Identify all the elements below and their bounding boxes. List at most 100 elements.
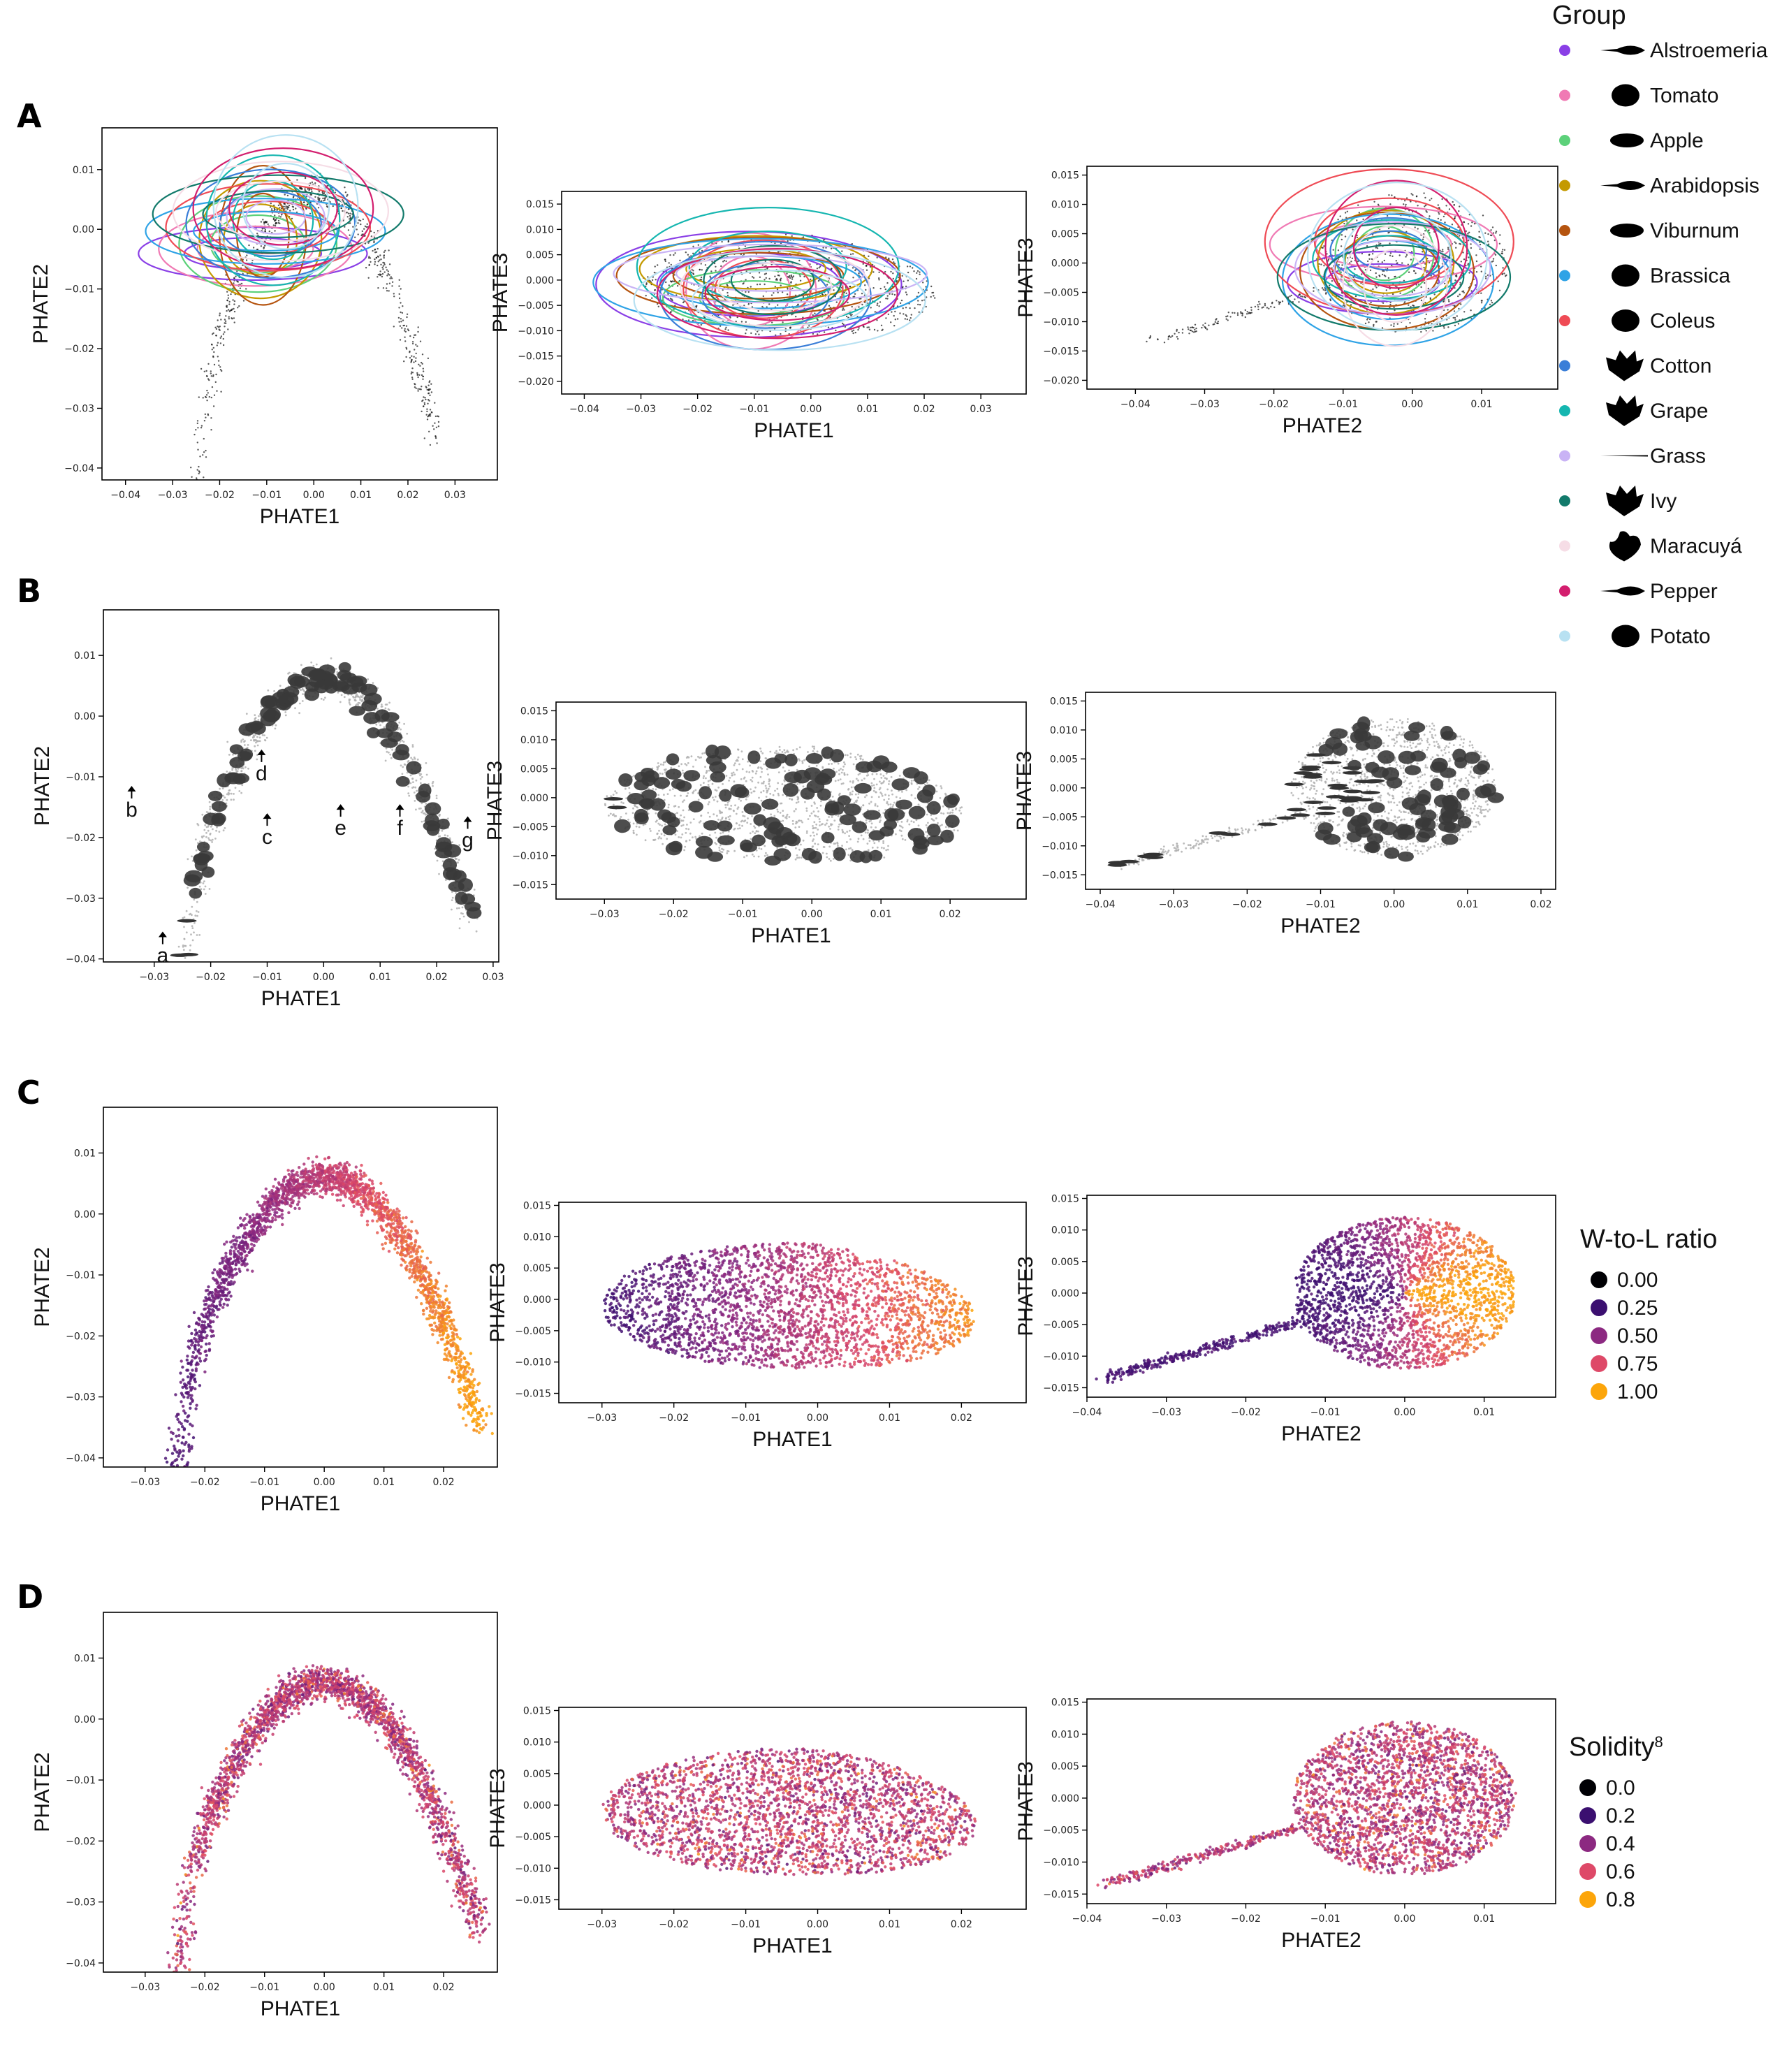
point <box>203 437 205 440</box>
point <box>745 321 747 323</box>
point <box>387 270 389 272</box>
point <box>877 302 879 305</box>
x-tick-label: −0.03 <box>139 972 169 983</box>
point <box>415 357 417 359</box>
point <box>393 293 395 295</box>
y-tick-label: −0.020 <box>518 377 554 388</box>
point <box>713 813 715 816</box>
point <box>197 824 200 826</box>
point <box>301 687 304 690</box>
point <box>879 773 882 775</box>
point <box>817 279 820 282</box>
point <box>1188 333 1190 335</box>
point <box>781 783 784 785</box>
point <box>645 295 647 297</box>
point <box>791 287 794 289</box>
point <box>884 288 887 291</box>
point <box>188 978 190 980</box>
point <box>399 740 402 743</box>
point <box>1468 256 1470 258</box>
point <box>256 736 258 738</box>
point <box>863 301 866 303</box>
point <box>193 921 196 924</box>
leaf-glyph <box>147 1254 167 1257</box>
x-tick-label: 0.01 <box>350 490 372 501</box>
point <box>741 824 743 827</box>
point <box>180 647 182 648</box>
point <box>407 329 410 332</box>
point <box>1431 198 1433 200</box>
point <box>389 753 392 756</box>
point <box>1432 330 1434 332</box>
point <box>189 944 191 947</box>
x-axis-label: PHATE1 <box>260 505 339 528</box>
point <box>1290 294 1292 297</box>
point <box>398 297 401 300</box>
point <box>406 313 409 315</box>
point <box>612 794 615 796</box>
point <box>1420 286 1422 289</box>
point <box>1444 282 1446 285</box>
point <box>170 990 173 992</box>
point <box>751 276 754 278</box>
point <box>208 888 211 890</box>
point <box>1366 319 1368 321</box>
point <box>375 251 378 253</box>
point <box>347 208 350 210</box>
point <box>875 826 877 829</box>
density-contour <box>192 147 374 270</box>
point <box>390 277 393 279</box>
point <box>423 402 425 404</box>
point <box>1167 338 1169 340</box>
point <box>177 1079 179 1081</box>
point <box>195 429 197 431</box>
point <box>905 315 908 317</box>
point <box>348 701 351 704</box>
point <box>701 832 703 835</box>
point <box>436 442 438 444</box>
point <box>869 265 872 268</box>
point <box>944 826 947 829</box>
point <box>814 803 816 805</box>
point <box>873 328 876 331</box>
point <box>403 722 405 725</box>
point <box>182 917 184 919</box>
point <box>699 757 701 759</box>
point <box>233 793 235 795</box>
point <box>254 717 257 719</box>
point <box>182 720 183 722</box>
point <box>906 293 908 296</box>
x-tick-label: −0.02 <box>196 972 226 983</box>
point <box>877 330 879 332</box>
point <box>1399 292 1401 294</box>
point <box>354 699 357 702</box>
point <box>393 296 395 298</box>
point <box>166 1201 168 1203</box>
point <box>152 1211 154 1213</box>
point <box>737 806 740 808</box>
point <box>213 394 216 396</box>
point <box>265 736 268 739</box>
point <box>148 1295 150 1297</box>
point <box>172 1087 174 1089</box>
point <box>204 413 206 416</box>
point <box>1484 277 1487 279</box>
point <box>391 749 393 751</box>
point <box>715 265 717 268</box>
point <box>401 312 404 314</box>
point <box>349 214 351 217</box>
point <box>1261 307 1263 309</box>
point <box>910 317 912 319</box>
point <box>178 1037 180 1039</box>
point <box>668 262 670 264</box>
point <box>415 352 417 355</box>
point <box>321 191 323 194</box>
point <box>163 1064 166 1066</box>
point <box>1349 262 1351 264</box>
density-contour <box>215 180 346 242</box>
point <box>648 787 650 790</box>
point <box>187 676 189 678</box>
point <box>818 267 820 269</box>
point <box>190 534 191 535</box>
point <box>192 545 193 546</box>
